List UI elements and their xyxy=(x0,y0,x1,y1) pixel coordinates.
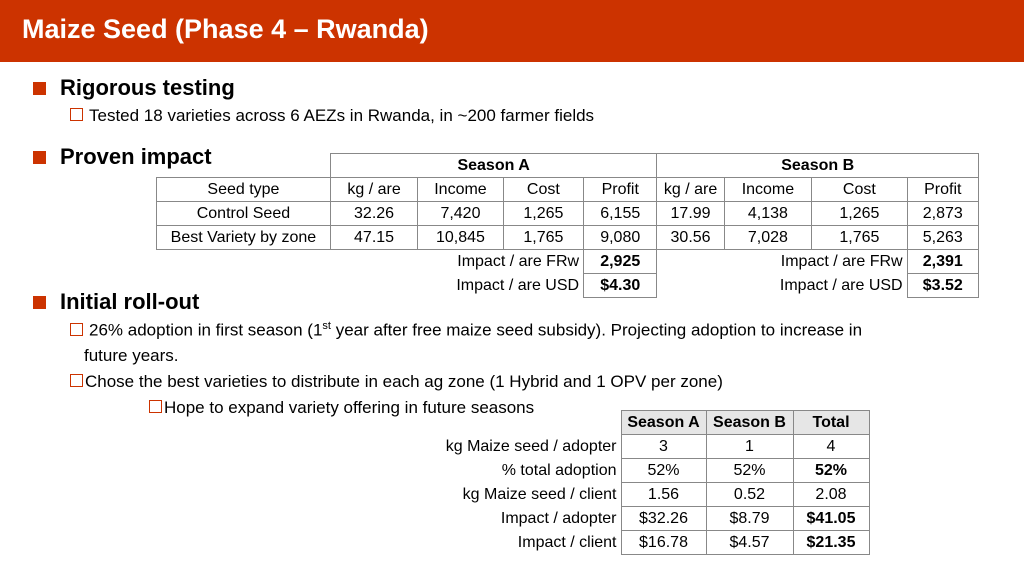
impact-frw-label: Impact / are FRw xyxy=(780,252,903,270)
expand-text: Hope to expand variety offering in futur… xyxy=(164,398,535,417)
cell: 9,080 xyxy=(583,225,658,250)
column-header: Total xyxy=(792,410,870,435)
cell: 52% xyxy=(792,458,870,483)
cell: Best Variety by zone xyxy=(156,225,331,250)
column-header: Profit xyxy=(906,177,980,202)
impact-usd-label: Impact / are USD xyxy=(779,276,903,294)
cell: $8.79 xyxy=(705,506,794,531)
row-label: kg Maize seed / adopter xyxy=(445,437,617,455)
table-row: % total adoption 52% 52% 52% xyxy=(425,458,870,483)
sub-sub-bullet-expand: Hope to expand variety offering in futur… xyxy=(149,398,534,418)
row-label: Impact / client xyxy=(517,533,617,551)
checkbox-bullet-icon xyxy=(70,108,83,121)
impact-usd-label: Impact / are USD xyxy=(456,276,580,294)
table-row: Impact / client $16.78 $4.57 $21.35 xyxy=(425,530,870,555)
cell: 1,265 xyxy=(811,201,908,226)
sub-bullet-adoption: 26% adoption in first season (1st year a… xyxy=(70,320,862,341)
column-header: Cost xyxy=(502,177,585,202)
superscript: st xyxy=(322,320,331,332)
checkbox-bullet-icon xyxy=(149,400,162,413)
table-row: Impact / adopter $32.26 $8.79 $41.05 xyxy=(425,506,870,531)
cell: $4.57 xyxy=(705,530,794,555)
table-row: kg Maize seed / adopter 3 1 4 xyxy=(425,434,870,459)
bullet-square-icon xyxy=(33,82,46,95)
cell: Control Seed xyxy=(156,201,331,226)
impact-usd-b: $3.52 xyxy=(906,273,980,298)
varieties-text: Chose the best varieties to distribute i… xyxy=(85,372,723,391)
heading-proven-impact: Proven impact xyxy=(60,144,212,169)
impact-frw-b: 2,391 xyxy=(906,249,980,274)
checkbox-bullet-icon xyxy=(70,374,83,387)
cell: 1 xyxy=(705,434,794,459)
cell: 52% xyxy=(705,458,794,483)
impact-frw-row: Impact / are FRw 2,925 Impact / are FRw … xyxy=(157,249,980,274)
cell: $21.35 xyxy=(792,530,870,555)
impact-frw-label: Impact / are FRw xyxy=(457,252,580,270)
column-header: Income xyxy=(417,177,504,202)
column-header: kg / are xyxy=(329,177,419,202)
column-header: Season A xyxy=(620,410,707,435)
row-label: kg Maize seed / client xyxy=(462,485,617,503)
cell: 47.15 xyxy=(329,225,419,250)
rollout-table: Season A Season B Total kg Maize seed / … xyxy=(425,410,870,555)
cell: 1,765 xyxy=(811,225,908,250)
cell: 10,845 xyxy=(417,225,504,250)
column-header: Seed type xyxy=(156,177,331,202)
table-row: Best Variety by zone 47.15 10,845 1,765 … xyxy=(156,225,980,250)
cell: 7,420 xyxy=(417,201,504,226)
sub-bullet-testing: Tested 18 varieties across 6 AEZs in Rwa… xyxy=(70,106,594,126)
cell: 4 xyxy=(792,434,870,459)
cell: 7,028 xyxy=(723,225,813,250)
heading-rigorous-testing: Rigorous testing xyxy=(60,75,235,100)
cell: 17.99 xyxy=(656,201,725,226)
sub-bullet-varieties: Chose the best varieties to distribute i… xyxy=(70,372,723,392)
impact-frw-a: 2,925 xyxy=(583,249,658,274)
cell: 2.08 xyxy=(792,482,870,507)
column-header: Income xyxy=(723,177,813,202)
cell: 0.52 xyxy=(705,482,794,507)
checkbox-bullet-icon xyxy=(70,322,83,336)
table-row: Control Seed 32.26 7,420 1,265 6,155 17.… xyxy=(156,201,980,226)
cell: 4,138 xyxy=(723,201,813,226)
testing-text: Tested 18 varieties across 6 AEZs in Rwa… xyxy=(89,106,595,125)
cell: 3 xyxy=(620,434,707,459)
cell: 1,265 xyxy=(502,201,585,226)
column-header: kg / are xyxy=(656,177,725,202)
impact-usd-row: Impact / are USD $4.30 Impact / are USD … xyxy=(157,273,980,298)
cell: 52% xyxy=(620,458,707,483)
cell: 5,263 xyxy=(906,225,980,250)
column-header: Season B xyxy=(705,410,794,435)
season-a-header: Season A xyxy=(329,153,658,178)
bullet-square-icon xyxy=(33,296,46,309)
cell: 1,765 xyxy=(502,225,585,250)
title-bar xyxy=(0,0,1024,62)
cell: 32.26 xyxy=(329,201,419,226)
bullet-square-icon xyxy=(33,151,46,164)
impact-usd-a: $4.30 xyxy=(583,273,658,298)
table-row: kg Maize seed / client 1.56 0.52 2.08 xyxy=(425,482,870,507)
season-b-header: Season B xyxy=(656,153,979,178)
cell: $16.78 xyxy=(620,530,707,555)
cell: 6,155 xyxy=(583,201,658,226)
cell: 1.56 xyxy=(620,482,707,507)
impact-table: Season A Season B Seed type kg / are Inc… xyxy=(156,153,980,298)
adoption-text-line2: future years. xyxy=(84,346,179,365)
cell: $32.26 xyxy=(620,506,707,531)
adoption-text: 26% adoption in first season (1 xyxy=(89,320,323,340)
adoption-text-cont: year after free maize seed subsidy). Pro… xyxy=(330,320,863,340)
column-header: Cost xyxy=(811,177,908,202)
row-label: Impact / adopter xyxy=(500,509,617,527)
row-label: % total adoption xyxy=(501,461,617,479)
table-header-row: Season A Season B Total xyxy=(425,410,870,435)
heading-initial-rollout: Initial roll-out xyxy=(60,289,200,314)
cell: 30.56 xyxy=(656,225,725,250)
page-title: Maize Seed (Phase 4 – Rwanda) xyxy=(22,14,429,44)
column-header: Profit xyxy=(583,177,658,202)
table-header-row: Seed type kg / are Income Cost Profit kg… xyxy=(156,177,980,202)
cell: $41.05 xyxy=(792,506,870,531)
cell: 2,873 xyxy=(906,201,980,226)
